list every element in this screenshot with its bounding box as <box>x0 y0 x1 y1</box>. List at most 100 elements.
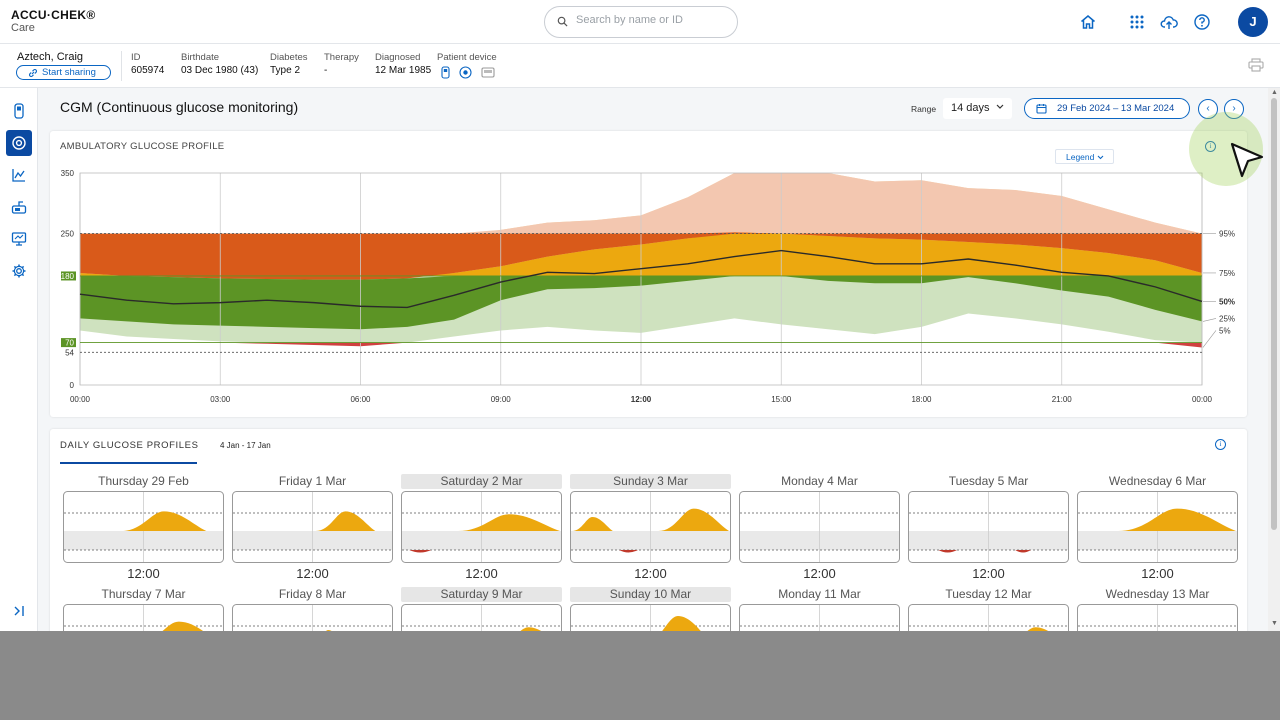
sidebar <box>0 88 38 631</box>
x-tick-label: 03:00 <box>210 395 231 404</box>
scroll-up-icon[interactable]: ▲ <box>1271 89 1278 96</box>
apps-grid-icon[interactable] <box>1128 13 1146 31</box>
sidebar-item-cgm[interactable] <box>6 130 32 156</box>
day-glucose-chart <box>908 491 1069 563</box>
daily-profile-1[interactable]: Thursday 29 Feb 12:00 <box>63 474 224 581</box>
page-title: CGM (Continuous glucose monitoring) <box>60 99 299 115</box>
vertical-scrollbar[interactable]: ▲ ▼ <box>1268 88 1280 631</box>
field-value: - <box>324 65 328 76</box>
expand-sidebar-icon <box>14 606 24 616</box>
device-icon <box>14 103 24 119</box>
info-icon[interactable]: i <box>1205 141 1216 152</box>
field-label: Diagnosed <box>375 52 421 63</box>
percentile-label: 5% <box>1219 326 1231 335</box>
day-glucose-chart <box>1077 491 1238 563</box>
day-glucose-chart <box>232 604 393 631</box>
scroll-down-icon[interactable]: ▼ <box>1271 620 1278 627</box>
printer-icon[interactable] <box>1248 58 1264 72</box>
day-label: Wednesday 6 Mar <box>1108 474 1207 488</box>
patient-field-device: Patient device <box>437 52 501 80</box>
patient-field-therapy: Therapy - <box>324 52 359 76</box>
day-label: Saturday 9 Mar <box>401 587 562 602</box>
percentile-label: 50% <box>1219 297 1235 306</box>
chevron-down-icon <box>1097 155 1104 160</box>
sidebar-item-trends[interactable] <box>6 162 32 188</box>
field-value: 03 Dec 1980 (43) <box>181 65 259 76</box>
sidebar-item-reports[interactable] <box>6 226 32 252</box>
previous-period-button[interactable]: ‹ <box>1198 99 1218 119</box>
day-label: Friday 1 Mar <box>278 474 347 488</box>
empty-area <box>0 631 1280 720</box>
home-icon[interactable] <box>1079 13 1097 31</box>
brand-subtitle: Care <box>11 22 35 34</box>
daily-profile-5[interactable]: Monday 4 Mar 12:00 <box>739 474 900 581</box>
target-tick-badge <box>61 338 76 348</box>
field-label: Birthdate <box>181 52 220 63</box>
legend-button[interactable]: Legend <box>1055 149 1114 164</box>
percentile-label: 95% <box>1219 230 1235 239</box>
x-tick-label: 21:00 <box>1052 395 1073 404</box>
sidebar-expand-button[interactable] <box>6 598 32 624</box>
day-glucose-chart <box>401 604 562 631</box>
daily-profile-4[interactable]: Sunday 3 Mar 12:00 <box>570 474 731 581</box>
info-icon[interactable]: i <box>1215 439 1226 450</box>
day-label: Monday 4 Mar <box>781 474 858 488</box>
date-range-label: 29 Feb 2024 – 13 Mar 2024 <box>1057 103 1175 114</box>
search-icon <box>557 16 568 27</box>
date-range-picker[interactable]: 29 Feb 2024 – 13 Mar 2024 <box>1024 98 1190 119</box>
patient-field-diabetes: Diabetes Type 2 <box>270 52 308 76</box>
y-tick-label: 180 <box>61 272 75 281</box>
daily-profile-2[interactable]: Friday 1 Mar 12:00 <box>232 474 393 581</box>
time-label: 12:00 <box>803 566 836 581</box>
day-glucose-chart <box>63 604 224 631</box>
search-box[interactable] <box>544 6 738 38</box>
scrollbar-thumb[interactable] <box>1271 98 1277 530</box>
daily-profiles-tab[interactable]: DAILY GLUCOSE PROFILES <box>60 440 199 451</box>
sidebar-item-device[interactable] <box>6 98 32 124</box>
daily-profile-3[interactable]: Saturday 2 Mar 12:00 <box>401 474 562 581</box>
sidebar-item-settings[interactable] <box>6 258 32 284</box>
start-sharing-button[interactable]: Start sharing <box>16 65 111 80</box>
pump-device-icon <box>481 67 495 78</box>
range-value: 14 days <box>951 102 990 114</box>
top-bar: ACCU·CHEK® Care J <box>0 0 1280 44</box>
x-tick-label: 00:00 <box>1192 395 1213 404</box>
help-icon[interactable] <box>1193 13 1211 31</box>
divider <box>121 51 122 81</box>
field-label: Therapy <box>324 52 359 63</box>
day-glucose-chart <box>401 491 562 563</box>
day-glucose-chart <box>570 604 731 631</box>
x-tick-label: 00:00 <box>70 395 91 404</box>
daily-profile-7[interactable]: Wednesday 6 Mar 12:00 <box>1077 474 1238 581</box>
chevron-left-icon: ‹ <box>1206 103 1210 114</box>
user-avatar[interactable]: J <box>1238 7 1268 37</box>
app-window: ACCU·CHEK® Care J Aztech, Craig Start sh… <box>0 0 1280 631</box>
range-select[interactable]: 14 days <box>943 98 1012 119</box>
day-label: Tuesday 12 Mar <box>945 587 1032 601</box>
high-glucose-area <box>658 508 729 531</box>
search-input[interactable] <box>576 14 726 26</box>
low-glucose-area <box>619 550 638 553</box>
next-period-button[interactable]: › <box>1224 99 1244 119</box>
daily-profile-6[interactable]: Tuesday 5 Mar 12:00 <box>908 474 1069 581</box>
day-glucose-chart <box>1077 604 1238 631</box>
patient-field-diagnosed: Diagnosed 12 Mar 1985 <box>375 52 431 76</box>
meter-device-icon <box>441 66 450 79</box>
range-label: Range <box>911 104 937 114</box>
sidebar-item-pump[interactable] <box>6 194 32 220</box>
percentile-label: 75% <box>1219 269 1235 278</box>
calendar-icon <box>1036 104 1047 114</box>
chevron-right-icon: › <box>1232 103 1236 114</box>
cloud-upload-icon[interactable] <box>1160 13 1178 31</box>
patient-name: Aztech, Craig <box>17 51 84 63</box>
y-tick-label: 0 <box>70 381 75 390</box>
legend-label: Legend <box>1066 152 1095 162</box>
y-tick-label: 54 <box>65 348 74 357</box>
